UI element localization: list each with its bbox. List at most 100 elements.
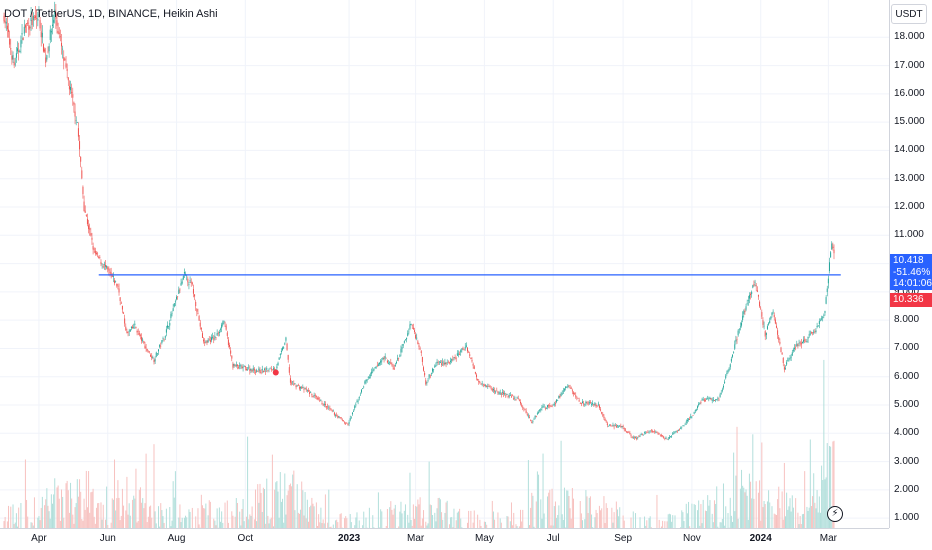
volume-bar xyxy=(70,482,72,528)
volume-bar xyxy=(51,503,53,528)
candle-body xyxy=(648,431,650,433)
event-marker[interactable] xyxy=(272,369,279,376)
candle-body xyxy=(529,417,531,419)
candle-body xyxy=(443,363,445,365)
volume-bar xyxy=(727,513,729,528)
volume-bar xyxy=(170,526,172,528)
candle-body xyxy=(699,402,701,404)
candle-body xyxy=(377,364,379,366)
candle-body xyxy=(615,425,617,428)
candle-body xyxy=(401,347,403,349)
candle-body xyxy=(339,416,341,418)
candle-body xyxy=(419,348,421,350)
volume-bar xyxy=(56,487,58,528)
candle-body xyxy=(738,329,740,331)
volume-bar xyxy=(181,517,183,528)
candle-body xyxy=(177,296,179,298)
volume-bar xyxy=(148,506,150,528)
volume-bar xyxy=(250,515,252,528)
volume-bar xyxy=(622,515,624,528)
candle-body xyxy=(594,402,596,405)
candle-body xyxy=(162,338,164,339)
candle-body xyxy=(794,347,796,349)
candle-body xyxy=(268,368,270,370)
candle-body xyxy=(591,404,593,405)
volume-bar xyxy=(623,520,625,528)
volume-bar xyxy=(819,512,821,528)
candle-body xyxy=(754,281,756,283)
candle-body xyxy=(803,339,805,342)
volume-bar xyxy=(436,508,438,528)
candle-body xyxy=(697,406,699,409)
candle-body xyxy=(89,228,91,230)
volume-bar xyxy=(90,492,92,528)
volume-bar xyxy=(472,522,474,528)
candle-body xyxy=(649,430,651,432)
candle-body xyxy=(359,395,361,396)
volume-bar xyxy=(453,508,455,528)
candle-body xyxy=(164,336,166,338)
candle-body xyxy=(197,313,199,314)
candle-body xyxy=(464,346,466,349)
volume-bar xyxy=(339,514,341,528)
candle-body xyxy=(489,386,491,387)
candle-body xyxy=(129,329,131,332)
candle-body xyxy=(722,385,724,388)
lightning-icon[interactable]: ⚡︎ xyxy=(827,506,843,522)
y-tick-label: 8.000 xyxy=(894,314,920,326)
candle-body xyxy=(370,374,372,376)
volume-bar xyxy=(506,516,508,528)
candle-body xyxy=(552,405,554,406)
candle-body xyxy=(806,340,808,342)
candle-body xyxy=(726,372,728,375)
candle-body xyxy=(673,432,675,434)
volume-bar xyxy=(567,490,569,528)
candle-body xyxy=(206,341,208,344)
candle-body xyxy=(282,347,284,350)
candle-body xyxy=(417,341,419,345)
volume-bar xyxy=(649,516,651,528)
candle-body xyxy=(306,390,308,391)
candle-body xyxy=(647,431,649,433)
candle-body xyxy=(622,425,624,427)
volume-bar xyxy=(335,520,337,528)
volume-bar xyxy=(548,492,550,528)
candle-body xyxy=(645,432,647,434)
candle-body xyxy=(610,424,612,426)
candle-body xyxy=(130,326,132,329)
candle-body xyxy=(326,406,328,408)
volume-bar xyxy=(774,514,776,528)
volume-bar xyxy=(27,516,29,528)
candle-body xyxy=(379,363,381,365)
candle-body xyxy=(434,365,436,368)
volume-bar xyxy=(766,501,768,528)
candle-body xyxy=(59,36,61,38)
volume-bar xyxy=(683,521,685,528)
candle-body xyxy=(389,362,391,363)
volume-bar xyxy=(613,512,615,528)
volume-bar xyxy=(425,521,427,528)
candle-body xyxy=(626,431,627,433)
volume-bar xyxy=(173,497,175,528)
candle-body xyxy=(735,339,737,342)
x-tick-label: Jun xyxy=(99,533,116,544)
candle-body xyxy=(24,25,26,28)
candle-body xyxy=(580,403,582,404)
candle-body xyxy=(424,372,426,376)
candle-body xyxy=(526,414,528,416)
currency-unit-button[interactable]: USDT xyxy=(891,4,927,24)
candle-body xyxy=(132,326,134,329)
volume-bar xyxy=(596,513,598,528)
candle-body xyxy=(41,32,43,38)
volume-bar xyxy=(572,498,574,528)
candle-body xyxy=(94,250,96,254)
candle-body xyxy=(481,383,483,385)
volume-bar xyxy=(798,524,800,528)
volume-bar xyxy=(155,523,157,528)
volume-bar xyxy=(656,494,658,528)
volume-bar xyxy=(707,495,709,528)
volume-bar xyxy=(603,496,605,528)
volume-bar xyxy=(288,484,290,528)
